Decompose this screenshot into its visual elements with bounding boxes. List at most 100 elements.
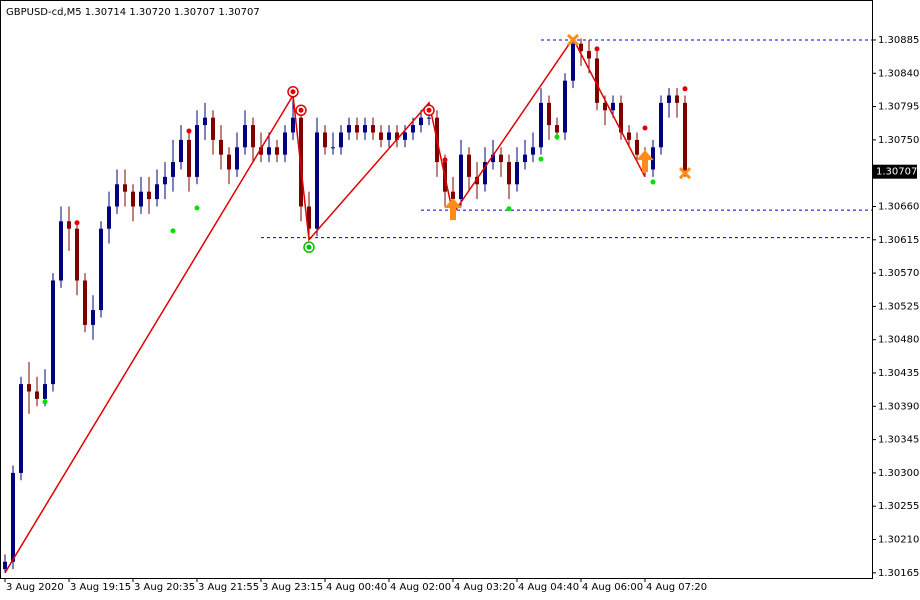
candle-body bbox=[539, 102, 543, 148]
candle-body bbox=[587, 51, 591, 59]
candle-body bbox=[419, 117, 423, 126]
candle-body bbox=[283, 132, 287, 155]
candle-body bbox=[339, 132, 343, 148]
candle-body bbox=[675, 95, 679, 103]
candle-body bbox=[347, 125, 351, 133]
candle-body bbox=[259, 147, 263, 155]
y-tick-label: 1.30795 bbox=[878, 102, 919, 113]
signal-dot bbox=[186, 128, 192, 134]
x-tick-label: 4 Aug 03:20 bbox=[454, 582, 515, 593]
candle-body bbox=[179, 139, 183, 163]
candle-body bbox=[139, 191, 143, 207]
chart-title: GBPUSD-cd,M5 1.30714 1.30720 1.30707 1.3… bbox=[6, 7, 260, 18]
candle-body bbox=[659, 102, 663, 148]
x-tick-label: 4 Aug 06:00 bbox=[582, 582, 643, 593]
x-tick-label: 3 Aug 23:15 bbox=[262, 582, 323, 593]
last-price-box bbox=[873, 164, 917, 179]
y-tick-label: 1.30885 bbox=[878, 35, 919, 46]
cross-marker bbox=[678, 167, 692, 180]
candle-body bbox=[75, 228, 79, 281]
candle-body bbox=[571, 43, 575, 81]
pivot-dot bbox=[290, 89, 296, 95]
up-arrow bbox=[636, 150, 654, 173]
candle-body bbox=[235, 147, 239, 170]
candle-body bbox=[131, 191, 135, 207]
candle-body bbox=[403, 132, 407, 140]
y-tick-label: 1.30300 bbox=[878, 468, 919, 479]
candle-body bbox=[315, 132, 319, 229]
candle-body bbox=[523, 154, 527, 163]
candle-body bbox=[411, 125, 415, 133]
candle-body bbox=[531, 147, 535, 155]
y-tick-label: 1.30525 bbox=[878, 301, 919, 312]
candle-body bbox=[59, 221, 63, 281]
y-tick-label: 1.30750 bbox=[878, 135, 919, 146]
signal-dot bbox=[442, 157, 448, 163]
candle-body bbox=[3, 561, 7, 570]
signal-dot bbox=[538, 156, 544, 162]
pivot-dot bbox=[426, 107, 432, 113]
signal-dot bbox=[194, 205, 200, 211]
candle-body bbox=[19, 384, 23, 473]
candle-body bbox=[563, 80, 567, 133]
y-tick-label: 1.30255 bbox=[878, 501, 919, 512]
candle-body bbox=[11, 472, 15, 562]
candle-body bbox=[115, 184, 119, 207]
candle-body bbox=[27, 384, 31, 392]
candle-body bbox=[603, 102, 607, 111]
signal-dot bbox=[650, 179, 656, 185]
x-tick-label: 4 Aug 04:40 bbox=[518, 582, 579, 593]
candle-body bbox=[171, 162, 175, 177]
pivot-dot bbox=[298, 107, 304, 113]
candle-body bbox=[187, 139, 191, 177]
candle-body bbox=[667, 95, 671, 103]
pivot-dot bbox=[306, 244, 312, 250]
candle-body bbox=[83, 280, 87, 325]
y-tick-label: 1.30480 bbox=[878, 335, 919, 346]
signal-dot bbox=[682, 86, 688, 92]
candle-body bbox=[51, 280, 55, 385]
candle-body bbox=[379, 132, 383, 140]
x-tick-label: 4 Aug 00:40 bbox=[326, 582, 387, 593]
candle-body bbox=[611, 102, 615, 111]
candle-body bbox=[291, 117, 295, 133]
plot-frame bbox=[0, 0, 873, 579]
candle-body bbox=[395, 132, 399, 140]
candle-body bbox=[459, 154, 463, 200]
x-tick-label: 4 Aug 02:00 bbox=[390, 582, 451, 593]
candle-body bbox=[219, 139, 223, 155]
signal-dot bbox=[642, 125, 648, 131]
cross-marker bbox=[566, 33, 580, 47]
candle-body bbox=[43, 384, 47, 399]
y-tick-label: 1.30390 bbox=[878, 401, 919, 412]
candle-body bbox=[227, 154, 231, 170]
x-tick-label: 3 Aug 21:55 bbox=[198, 582, 259, 593]
candle-body bbox=[91, 310, 95, 325]
candle-body bbox=[683, 102, 687, 172]
candle-body bbox=[123, 184, 127, 192]
candle-body bbox=[195, 125, 199, 177]
candle-body bbox=[499, 154, 503, 163]
signal-dot bbox=[74, 220, 80, 226]
x-tick-label: 3 Aug 20:35 bbox=[134, 582, 195, 593]
candle-body bbox=[579, 43, 583, 52]
candle-body bbox=[595, 58, 599, 103]
candle-body bbox=[427, 117, 431, 119]
x-tick-label: 4 Aug 07:20 bbox=[646, 582, 707, 593]
candle-body bbox=[331, 147, 335, 149]
candle-body bbox=[155, 184, 159, 200]
candle-body bbox=[99, 228, 103, 311]
candle-body bbox=[243, 125, 247, 148]
candle-body bbox=[467, 154, 471, 177]
y-tick-label: 1.30840 bbox=[878, 68, 919, 79]
y-tick-label: 1.30345 bbox=[878, 435, 919, 446]
last-price-label: 1.30707 bbox=[876, 167, 917, 178]
up-arrow bbox=[444, 198, 462, 221]
candle-body bbox=[355, 125, 359, 133]
candle-body bbox=[627, 132, 631, 140]
candle-body bbox=[515, 162, 519, 185]
signal-dot bbox=[554, 134, 560, 140]
candle-body bbox=[451, 191, 455, 200]
y-tick-label: 1.30615 bbox=[878, 235, 919, 246]
